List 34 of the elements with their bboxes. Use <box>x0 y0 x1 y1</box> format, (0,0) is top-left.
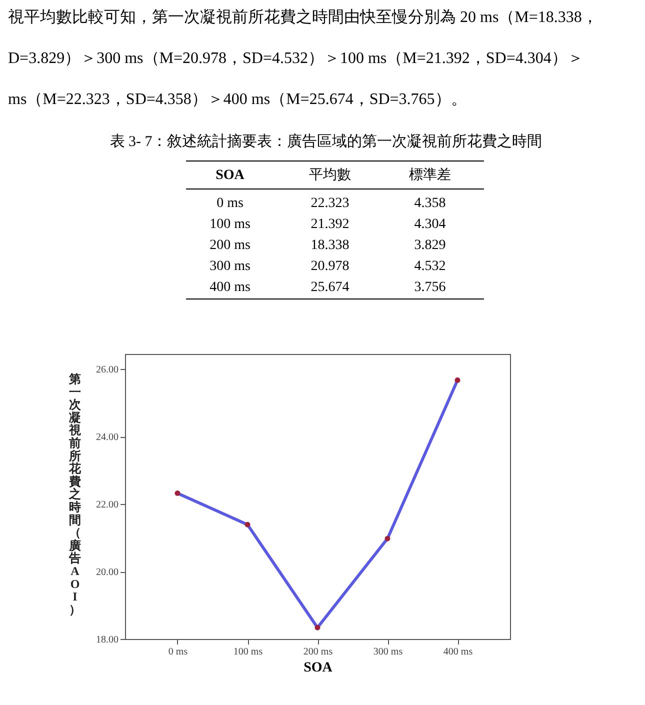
text: 標準差 <box>409 167 451 183</box>
text: 視平均數比較可知，第一次凝視前所花費之時間由快至慢分別為 20 ms（M=18.338， <box>8 8 598 26</box>
y-tick-label: 22.00 <box>96 500 118 511</box>
text: 3.829 <box>414 238 446 253</box>
x-tick-label: 100 ms <box>233 646 263 658</box>
category-label: 100 ms <box>210 217 250 232</box>
x-tick-label: 0 ms <box>168 646 188 658</box>
text: SOA <box>216 168 246 183</box>
text: 20.978 <box>310 259 350 274</box>
x-tick-label: 200 ms <box>303 646 333 658</box>
text: D=3.829）＞300 ms（M=20.978，SD=4.532）＞100 ms（M=21.392，SD=4.304）＞ <box>8 50 584 67</box>
x-tick-label: 400 ms <box>443 646 473 658</box>
y-tick-label: 20.00 <box>96 567 118 578</box>
category-label: 300 ms <box>210 259 250 274</box>
category-label: 0 ms <box>216 196 244 211</box>
text: 4.304 <box>414 217 446 232</box>
text: 4.358 <box>414 196 446 211</box>
y-tick-label: 26.00 <box>96 364 118 376</box>
category-label: 400 ms <box>210 280 250 295</box>
text: 4.532 <box>414 259 446 274</box>
text: 21.392 <box>310 217 350 232</box>
text: 18.338 <box>310 238 350 253</box>
x-axis-title: SOA <box>304 660 334 676</box>
y-tick-label: 18.00 <box>96 634 118 646</box>
text: 25.674 <box>310 280 350 295</box>
text: ms（M=22.323，SD=4.358）＞400 ms（M=25.674，SD=3.765）。 <box>8 91 467 108</box>
chart-title: 表 3- 7：敘述統計摘要表：廣告區域的第一次凝視前所花費之時間 <box>110 133 542 150</box>
y-tick-label: 24.00 <box>96 432 118 444</box>
x-tick-label: 300 ms <box>373 646 403 658</box>
text: 平均數 <box>309 167 351 183</box>
category-label: 200 ms <box>210 238 250 253</box>
text: 22.323 <box>310 196 350 211</box>
text: 3.756 <box>414 280 446 295</box>
text: 第一次凝視前所花費之時間（廣告AOI） <box>69 372 81 616</box>
